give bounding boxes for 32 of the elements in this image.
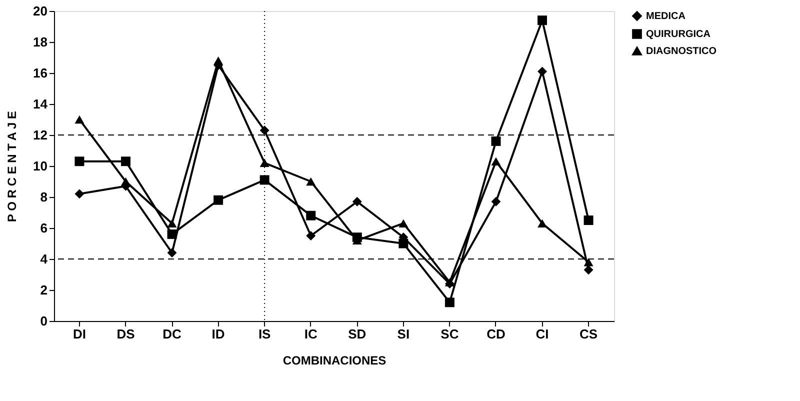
x-tick-label: IS bbox=[258, 326, 272, 342]
x-tick-label: ID bbox=[212, 326, 225, 342]
y-tick-label: 0 bbox=[40, 314, 48, 328]
y-tick-label: 14 bbox=[33, 96, 48, 112]
y-tick-label: 6 bbox=[40, 220, 48, 236]
y-axis-title: P O R C E N T A J E bbox=[5, 111, 20, 222]
x-tick-label: DS bbox=[116, 326, 136, 342]
x-tick-label: CD bbox=[486, 326, 506, 342]
y-tick-label: 12 bbox=[33, 128, 48, 142]
point bbox=[120, 156, 130, 166]
y-tick-label: 2 bbox=[40, 282, 48, 298]
legend-label: QUIRURGICA bbox=[646, 29, 710, 40]
x-tick-label: SC bbox=[440, 326, 460, 342]
x-tick-label: IC bbox=[304, 326, 318, 342]
y-tick-label: 16 bbox=[33, 66, 48, 80]
legend-label: DIAGNOSTICO bbox=[646, 46, 717, 57]
y-tick-label: 18 bbox=[33, 34, 48, 50]
x-tick-label: SD bbox=[348, 326, 366, 342]
x-tick-label: DI bbox=[72, 326, 86, 342]
legend-label: MEDICA bbox=[646, 11, 686, 22]
y-tick-label: 10 bbox=[33, 158, 48, 174]
x-axis-title: COMBINACIONES bbox=[282, 354, 386, 368]
x-tick-label: DC bbox=[162, 326, 182, 342]
x-tick-label: CS bbox=[580, 326, 598, 342]
x-tick-label: SI bbox=[397, 326, 410, 342]
y-tick-label: 4 bbox=[40, 252, 48, 266]
point bbox=[538, 219, 548, 228]
point bbox=[538, 16, 548, 26]
y-tick-label: 8 bbox=[40, 190, 48, 204]
y-tick-label: 20 bbox=[33, 4, 48, 18]
point bbox=[538, 66, 548, 76]
x-tick-label: CI bbox=[536, 326, 549, 342]
